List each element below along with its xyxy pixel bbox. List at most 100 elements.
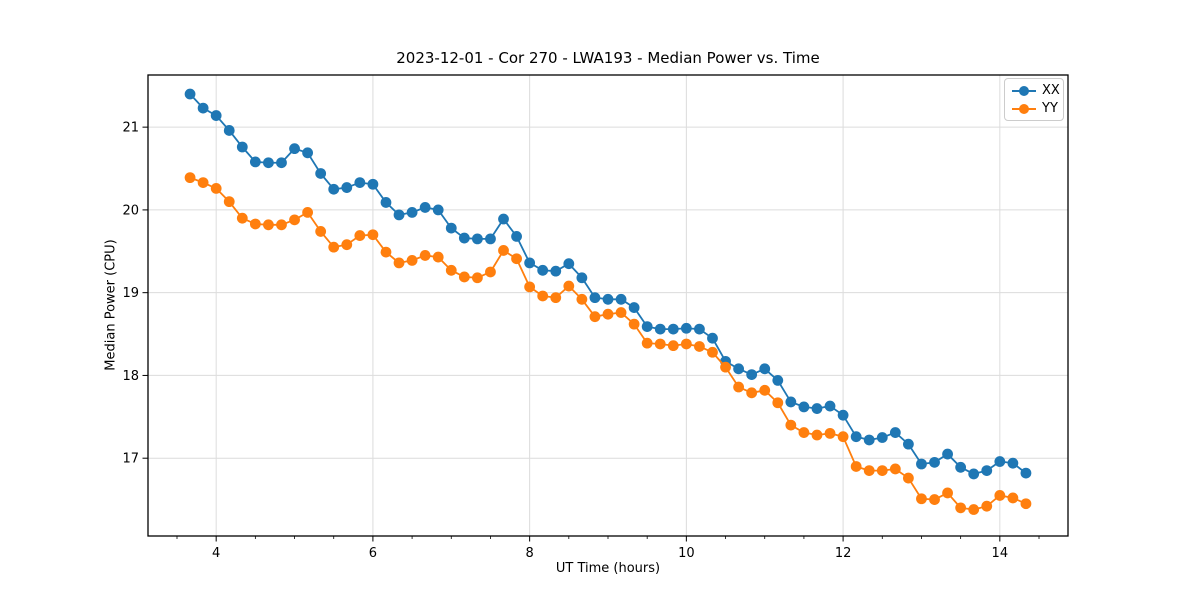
data-point-xx <box>785 396 797 408</box>
x-axis-label: UT Time (hours) <box>555 561 661 576</box>
data-point-yy <box>498 245 509 256</box>
data-point-yy <box>968 504 980 515</box>
data-point-yy <box>563 280 575 292</box>
data-point-yy <box>236 212 248 224</box>
data-point-yy <box>289 214 300 226</box>
data-point-xx <box>210 110 222 121</box>
data-point-yy <box>302 206 314 218</box>
data-point-yy <box>263 219 274 231</box>
data-point-yy <box>733 381 745 393</box>
series-yy-line <box>189 176 1027 511</box>
data-point-xx <box>184 88 196 100</box>
data-point-yy <box>445 264 457 276</box>
data-point-xx <box>537 264 549 276</box>
data-point-xx <box>942 448 953 460</box>
data-point-yy <box>576 293 588 305</box>
data-point-yy <box>641 337 653 349</box>
data-point-xx <box>576 272 588 284</box>
data-point-xx <box>236 141 248 153</box>
x-tick-label: 8 <box>525 546 533 561</box>
data-point-xx <box>367 178 379 190</box>
data-point-yy <box>1020 498 1032 510</box>
data-point-xx <box>406 206 418 218</box>
data-point-xx <box>263 157 274 169</box>
data-point-xx <box>667 323 679 335</box>
data-point-yy <box>772 397 784 409</box>
data-point-xx <box>694 323 705 335</box>
data-point-yy <box>197 177 209 188</box>
data-point-xx <box>955 461 967 473</box>
data-point-xx <box>602 293 614 305</box>
data-point-yy <box>889 463 901 475</box>
data-point-xx <box>498 213 509 225</box>
data-point-yy <box>654 338 666 350</box>
data-point-yy <box>210 182 222 194</box>
data-point-xx <box>328 183 340 195</box>
data-point-yy <box>1007 492 1019 504</box>
data-point-xx <box>511 230 522 242</box>
data-point-yy <box>667 340 679 352</box>
data-point-xx <box>837 409 849 421</box>
data-point-yy <box>511 253 522 265</box>
data-point-xx <box>863 434 875 446</box>
data-point-yy <box>471 272 483 284</box>
legend-dot-xx <box>1019 85 1029 96</box>
x-tick-label: 12 <box>835 546 852 561</box>
legend-dot-yy <box>1019 103 1029 114</box>
data-point-xx <box>916 458 927 470</box>
legend-line-marker-xx-icon <box>1012 85 1036 96</box>
data-point-yy <box>315 226 327 237</box>
data-point-yy <box>432 251 444 263</box>
data-point-yy <box>798 427 810 438</box>
y-tick-label: 17 <box>122 452 139 467</box>
data-point-xx <box>393 209 405 221</box>
data-point-yy <box>837 431 849 443</box>
data-point-yy <box>811 429 823 441</box>
data-point-xx <box>994 456 1006 467</box>
legend-label-xx: XX <box>1042 83 1060 98</box>
data-point-xx <box>445 222 457 234</box>
data-point-yy <box>929 494 940 505</box>
data-point-xx <box>746 369 758 381</box>
data-point-yy <box>184 172 196 184</box>
data-point-xx <box>197 102 209 114</box>
data-point-xx <box>289 143 300 155</box>
data-point-xx <box>798 401 810 413</box>
data-point-xx <box>524 257 536 269</box>
data-point-yy <box>759 384 771 396</box>
axes-spines <box>147 74 1069 537</box>
data-point-yy <box>680 338 692 350</box>
data-point-xx <box>341 182 353 193</box>
data-point-yy <box>942 487 953 499</box>
legend-label-yy: YY <box>1042 101 1058 116</box>
data-point-yy <box>876 465 888 477</box>
data-point-xx <box>432 204 444 216</box>
data-point-xx <box>824 400 836 412</box>
data-point-yy <box>602 308 614 320</box>
data-point-xx <box>680 322 692 334</box>
y-axis-label: Median Power (CPU) <box>103 239 119 371</box>
data-point-yy <box>863 465 875 477</box>
data-point-xx <box>458 232 470 244</box>
series-yy-markers <box>184 172 1032 515</box>
data-point-xx <box>1007 457 1019 469</box>
data-point-xx <box>315 168 327 179</box>
data-point-yy <box>902 472 914 484</box>
data-point-yy <box>458 271 470 283</box>
x-tick-label: 14 <box>992 546 1009 561</box>
data-point-xx <box>981 465 993 477</box>
y-tick-label: 19 <box>122 286 139 301</box>
data-point-xx <box>419 202 431 213</box>
data-point-yy <box>485 266 496 278</box>
data-point-xx <box>276 157 287 169</box>
data-point-xx <box>380 197 392 208</box>
data-point-xx <box>733 363 745 375</box>
data-point-xx <box>249 156 261 168</box>
data-point-xx <box>811 403 823 414</box>
data-point-yy <box>720 361 731 373</box>
data-point-yy <box>393 257 405 269</box>
data-point-yy <box>406 254 418 266</box>
data-point-xx <box>302 147 314 159</box>
data-point-yy <box>380 246 392 258</box>
